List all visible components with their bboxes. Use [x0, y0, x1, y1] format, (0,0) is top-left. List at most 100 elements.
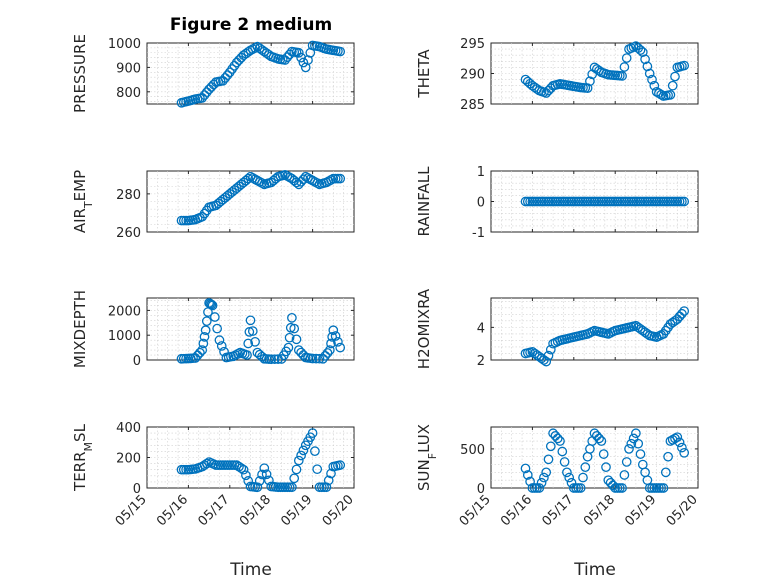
x-tick-label: 05/15 — [113, 492, 150, 529]
data-point — [312, 464, 323, 475]
data-point — [210, 312, 220, 322]
axes-7: 0 200 400 05/15 05/16 05/17 05/18 05/19 05/20 TER… — [71, 421, 357, 529]
x-tick-label: 05/19 — [622, 492, 659, 529]
data-point — [284, 49, 295, 60]
data-point — [333, 336, 343, 347]
figure-title: Figure 2 medium — [170, 15, 332, 35]
data-point — [578, 472, 588, 483]
data-point — [293, 47, 304, 58]
data-point — [677, 308, 687, 319]
data-point — [320, 351, 331, 361]
data-point — [543, 454, 554, 465]
data-point — [242, 350, 252, 360]
data-point — [644, 68, 655, 79]
data-point — [663, 451, 673, 462]
axes-8: 0 500 05/15 05/16 05/17 05/18 05/19 05/20 SUNFLU… — [415, 424, 701, 529]
data-point — [216, 341, 227, 351]
data-point — [559, 457, 570, 467]
y-tick-label: 900 — [116, 61, 141, 76]
y-axis-label: THETA — [415, 49, 433, 99]
y-axis-label: PRESSURE — [71, 34, 89, 113]
data-point — [206, 299, 217, 310]
y-tick-label: 1000 — [108, 37, 141, 52]
data-point — [582, 83, 593, 93]
data-point — [284, 332, 295, 343]
data-point — [321, 482, 332, 493]
data-point — [555, 436, 565, 446]
data-point — [296, 450, 306, 461]
y-tick-label: 1000 — [108, 329, 141, 344]
data-point — [598, 449, 609, 459]
data-point — [647, 74, 657, 85]
data-point — [596, 436, 607, 446]
x-axis-label-left: Time — [229, 560, 272, 580]
data-point — [608, 480, 618, 491]
data-point — [564, 472, 575, 483]
y-tick-label: 0 — [133, 482, 141, 497]
data-point — [562, 467, 572, 478]
data-point — [205, 298, 216, 309]
data-point — [199, 208, 210, 219]
data-point — [679, 60, 690, 71]
data-point — [318, 353, 328, 364]
axes-4: -1 0 1 RAINFALL — [415, 165, 699, 241]
y-axis-label: SUNFLUX — [415, 424, 439, 491]
data-point — [621, 457, 632, 467]
data-point — [326, 338, 336, 349]
data-point — [326, 468, 336, 479]
data-point — [637, 47, 648, 58]
data-point — [207, 300, 218, 311]
data-point — [310, 176, 320, 187]
data-point — [201, 316, 212, 326]
data-point — [624, 444, 634, 454]
data-point — [649, 80, 660, 91]
y-tick-label: 295 — [460, 37, 485, 52]
y-tick-label: 0 — [477, 482, 485, 497]
data-point — [197, 345, 208, 355]
y-tick-label: 290 — [460, 68, 485, 83]
data-point — [287, 312, 297, 323]
data-point — [585, 76, 595, 87]
x-tick-label: 05/18 — [237, 492, 274, 529]
x-tick-label: 05/19 — [278, 492, 315, 529]
data-point — [631, 428, 641, 439]
data-point — [658, 483, 669, 493]
data-point — [254, 176, 265, 187]
data-point — [679, 196, 690, 207]
data-point — [322, 348, 333, 358]
data-point — [230, 350, 241, 360]
axes-6: 2 4 H2OMIXRA — [415, 288, 699, 369]
data-point — [245, 315, 256, 326]
data-point — [257, 469, 267, 480]
data-point — [575, 483, 586, 493]
data-point — [557, 446, 568, 457]
axes-5: 0 1000 2000 MIXDEPTH — [71, 290, 355, 369]
y-tick-label: -1 — [472, 226, 485, 241]
data-point — [323, 176, 334, 187]
data-point — [310, 446, 320, 456]
data-point — [241, 470, 251, 481]
data-point — [536, 477, 547, 488]
data-point — [667, 80, 678, 91]
data-point — [307, 353, 318, 364]
x-tick-label: 05/20 — [320, 492, 357, 529]
data-point — [269, 354, 280, 365]
data-point — [545, 344, 556, 355]
data-point — [667, 434, 678, 445]
data-point — [541, 467, 552, 478]
data-point — [298, 174, 309, 185]
data-point — [314, 353, 325, 364]
data-point — [660, 467, 671, 478]
data-point — [679, 306, 690, 316]
data-point — [642, 61, 653, 72]
data-point — [257, 178, 267, 188]
x-tick-label: 05/16 — [498, 492, 535, 529]
x-tick-label: 05/17 — [196, 492, 233, 529]
data-point — [621, 53, 632, 63]
data-point — [291, 334, 302, 345]
data-point — [635, 449, 646, 459]
data-point — [298, 445, 309, 456]
data-point — [311, 353, 321, 364]
data-point — [198, 338, 209, 349]
